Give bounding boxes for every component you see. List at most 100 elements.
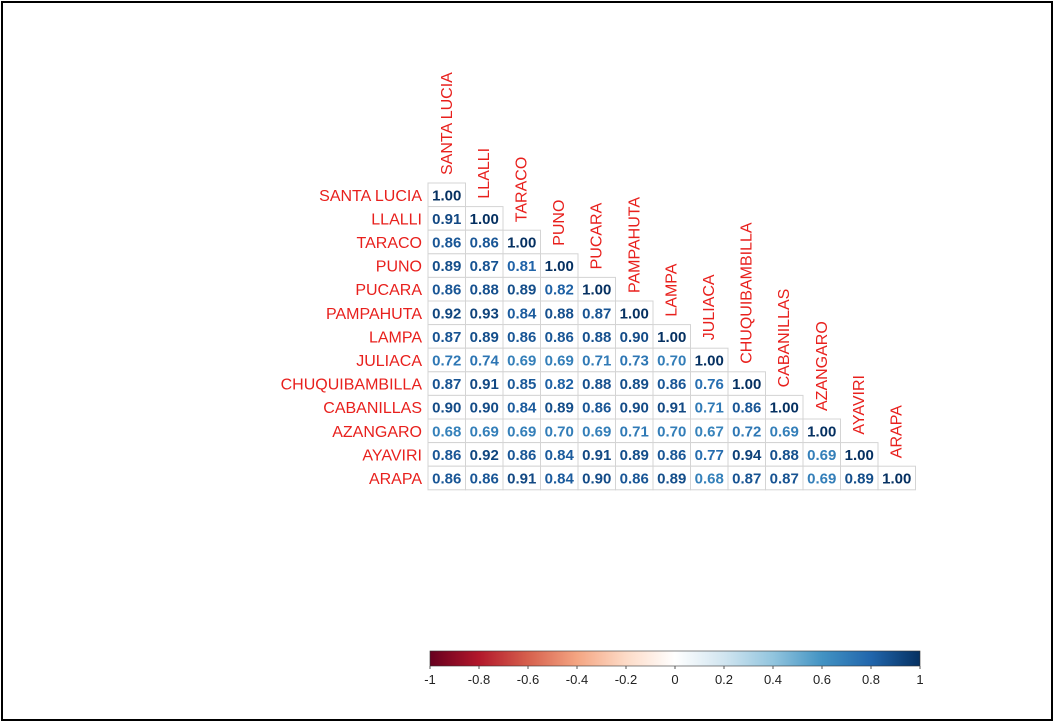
colorbar-tick-label: -0.6 — [517, 672, 539, 687]
cell-value: 0.69 — [770, 423, 799, 440]
cell-value: 0.68 — [695, 471, 724, 488]
cell-value: 0.86 — [470, 471, 499, 488]
cell-value: 0.70 — [545, 423, 574, 440]
cell-value: 0.86 — [470, 235, 499, 252]
cell-value: 0.90 — [620, 329, 649, 346]
colorbar-tick-label: -0.8 — [468, 672, 490, 687]
cell-value: 0.92 — [470, 447, 499, 464]
colorbar-tick-label: -0.2 — [615, 672, 637, 687]
cell-value: 0.86 — [582, 400, 611, 417]
cell-bg — [877, 465, 916, 491]
cell-value: 0.70 — [657, 353, 686, 370]
cell-value: 0.74 — [470, 353, 500, 370]
colorbar-tick-label: 0.6 — [813, 672, 831, 687]
row-label: CABANILLAS — [323, 400, 422, 417]
cell-value: 1.00 — [620, 305, 649, 322]
cell-value: 0.86 — [432, 471, 461, 488]
cell-value: 0.87 — [432, 329, 461, 346]
cell-value: 0.86 — [432, 235, 461, 252]
cell-value: 1.00 — [432, 187, 461, 204]
cell-value: 0.84 — [507, 400, 537, 417]
column-label: CABANILLAS — [776, 289, 793, 388]
colorbar-gradient — [429, 650, 921, 667]
colorbar-tick-label: 0.4 — [764, 672, 782, 687]
cell-value: 1.00 — [732, 376, 761, 393]
cell-value: 0.89 — [545, 400, 574, 417]
cell-value: 0.72 — [732, 423, 761, 440]
cell-value: 0.67 — [695, 423, 724, 440]
cell-value: 0.69 — [807, 471, 836, 488]
row-label: JULIACA — [356, 353, 422, 370]
column-label: JULIACA — [701, 274, 718, 340]
cell-value: 0.86 — [545, 329, 574, 346]
row-label: ARAPA — [369, 471, 422, 488]
column-label: PAMPAHUTA — [626, 197, 643, 293]
cell-value: 0.84 — [545, 447, 575, 464]
column-label: CHUQUIBAMBILLA — [739, 222, 756, 364]
column-label: ARAPA — [889, 405, 906, 458]
cell-value: 0.69 — [507, 423, 536, 440]
cell-value: 0.71 — [582, 353, 611, 370]
cell-value: 1.00 — [882, 471, 911, 488]
cell-value: 0.88 — [582, 376, 611, 393]
column-label: LAMPA — [664, 263, 681, 316]
column-label: PUNO — [551, 200, 568, 246]
row-label: PUNO — [376, 259, 422, 276]
cell-value: 0.89 — [507, 282, 536, 299]
row-label: PAMPAHUTA — [326, 306, 422, 323]
cell-value: 0.76 — [695, 376, 724, 393]
cell-value: 0.71 — [695, 400, 724, 417]
column-label: AZANGARO — [814, 321, 831, 411]
cell-value: 0.91 — [432, 211, 461, 228]
row-label: CHUQUIBAMBILLA — [281, 377, 423, 394]
colorbar-tick-label: -1 — [424, 672, 436, 687]
row-label: PUCARA — [355, 282, 422, 299]
cell-value: 0.69 — [507, 353, 536, 370]
cell-value: 0.82 — [545, 282, 574, 299]
column-label: AYAVIRI — [851, 375, 868, 435]
cell-value: 0.90 — [582, 471, 611, 488]
cell-value: 0.69 — [807, 447, 836, 464]
cell-value: 0.87 — [470, 258, 499, 275]
cell-value: 0.87 — [432, 376, 461, 393]
cell-value: 1.00 — [695, 353, 724, 370]
cell-value: 0.86 — [432, 447, 461, 464]
cell-value: 0.91 — [470, 376, 499, 393]
row-label: AZANGARO — [332, 424, 422, 441]
cell-value: 1.00 — [582, 282, 611, 299]
cell-value: 0.86 — [657, 376, 686, 393]
cell-value: 0.84 — [545, 471, 575, 488]
column-label: PUCARA — [589, 202, 606, 269]
cell-value: 0.89 — [845, 471, 874, 488]
cell-value: 0.88 — [770, 447, 799, 464]
cell-value: 0.93 — [470, 305, 499, 322]
row-label: LAMPA — [369, 329, 422, 346]
cell-value: 0.89 — [432, 258, 461, 275]
cell-value: 1.00 — [545, 258, 574, 275]
cell-value: 0.88 — [545, 305, 574, 322]
cell-value: 0.89 — [657, 471, 686, 488]
cell-value: 0.91 — [582, 447, 611, 464]
cell-value: 0.69 — [470, 423, 499, 440]
cell-value: 0.94 — [732, 447, 762, 464]
cell-value: 0.90 — [620, 400, 649, 417]
row-label: SANTA LUCIA — [319, 188, 422, 205]
cell-value: 0.69 — [545, 353, 574, 370]
cell-value: 0.86 — [732, 400, 761, 417]
row-label: TARACO — [357, 235, 422, 252]
cell-value: 0.86 — [507, 447, 536, 464]
cell-value: 0.89 — [620, 447, 649, 464]
column-label: TARACO — [514, 157, 531, 222]
cell-value: 1.00 — [507, 235, 536, 252]
cell-value: 0.86 — [432, 282, 461, 299]
row-label: LLALLI — [371, 211, 422, 228]
cell-value: 1.00 — [657, 329, 686, 346]
colorbar-tick-label: -0.4 — [566, 672, 588, 687]
row-label: AYAVIRI — [362, 447, 422, 464]
cell-value: 0.90 — [470, 400, 499, 417]
cell-value: 0.73 — [620, 353, 649, 370]
colorbar-tick-label: 0.2 — [715, 672, 733, 687]
cell-value: 1.00 — [770, 400, 799, 417]
cell-value: 0.88 — [582, 329, 611, 346]
